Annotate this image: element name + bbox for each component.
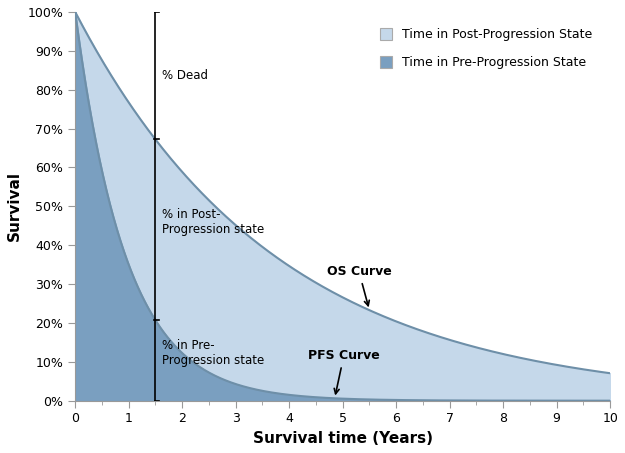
Text: % in Pre-
Progression state: % in Pre- Progression state [162,339,264,366]
Text: OS Curve: OS Curve [327,265,391,306]
Text: PFS Curve: PFS Curve [308,349,379,394]
X-axis label: Survival time (Years): Survival time (Years) [253,431,432,446]
Text: % in Post-
Progression state: % in Post- Progression state [162,208,264,236]
Y-axis label: Survival: Survival [7,171,22,241]
Text: % Dead: % Dead [162,69,208,82]
Legend: Time in Post-Progression State, Time in Pre-Progression State: Time in Post-Progression State, Time in … [373,22,599,76]
